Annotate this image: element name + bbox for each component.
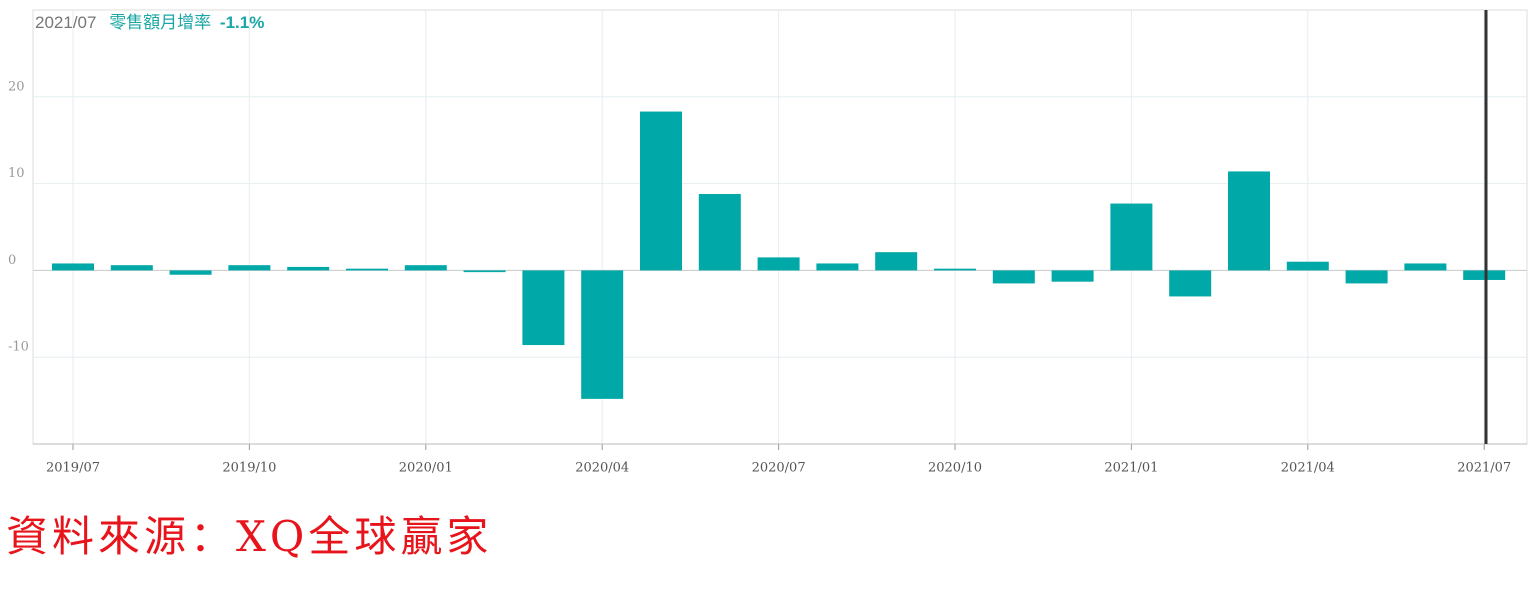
bar bbox=[52, 263, 94, 271]
x-tick-label: 2021/01 bbox=[1104, 461, 1158, 476]
bar bbox=[1404, 263, 1447, 271]
bar bbox=[169, 270, 212, 275]
tooltip-series: 零售額月增率 bbox=[109, 13, 211, 32]
bar bbox=[463, 270, 506, 273]
bar bbox=[346, 268, 388, 271]
bar bbox=[287, 266, 330, 271]
bar bbox=[1169, 270, 1212, 297]
bar bbox=[875, 252, 918, 271]
x-tick-label: 2020/10 bbox=[928, 461, 982, 476]
tooltip: 2021/07 零售額月增率 -1.1% bbox=[35, 13, 264, 32]
bar bbox=[1228, 171, 1270, 271]
plot: -10 0 10 20 2019/07 2019/10 2020/01 2020/04 2020… bbox=[8, 10, 1527, 476]
bar bbox=[110, 265, 153, 271]
source-note: 資料來源：XQ全球贏家 bbox=[6, 512, 492, 561]
bar bbox=[581, 270, 624, 399]
x-tick-label: 2019/10 bbox=[222, 461, 276, 476]
y-tick-label: 20 bbox=[8, 79, 25, 94]
x-tick-label: 2020/04 bbox=[575, 461, 629, 476]
y-tick-label: 10 bbox=[8, 166, 25, 181]
bar bbox=[757, 257, 800, 271]
x-tick-label: 2019/07 bbox=[46, 461, 100, 476]
bar bbox=[228, 265, 271, 271]
x-tick-label: 2020/01 bbox=[399, 461, 453, 476]
y-tick-label: 0 bbox=[8, 253, 16, 268]
bar bbox=[1463, 270, 1506, 280]
x-tick-label: 2020/07 bbox=[752, 461, 806, 476]
bar bbox=[1110, 203, 1153, 271]
bar bbox=[1286, 261, 1329, 271]
bar bbox=[640, 111, 682, 271]
bar bbox=[816, 263, 859, 271]
bar bbox=[1051, 270, 1094, 282]
tooltip-value: -1.1% bbox=[220, 13, 264, 32]
x-tick-label: 2021/07 bbox=[1457, 461, 1511, 476]
x-tick-label: 2021/04 bbox=[1281, 461, 1335, 476]
bar bbox=[404, 265, 447, 271]
plot-frame bbox=[32, 9, 1528, 445]
bar bbox=[934, 268, 976, 271]
bar bbox=[522, 270, 565, 346]
bar bbox=[992, 270, 1035, 284]
y-tick-label: -10 bbox=[8, 340, 29, 355]
bar bbox=[1345, 270, 1388, 284]
tooltip-date: 2021/07 bbox=[35, 13, 96, 32]
bar bbox=[698, 194, 741, 271]
